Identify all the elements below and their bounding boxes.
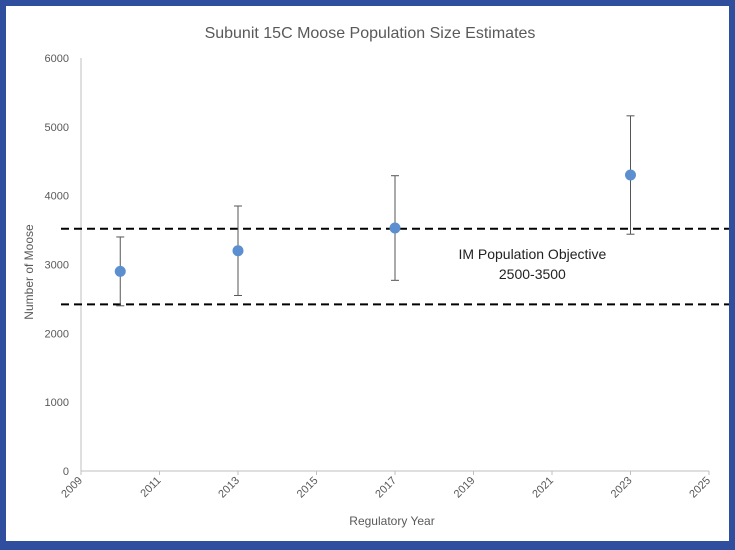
- data-point: [232, 245, 244, 257]
- y-axis-title: Number of Moose: [22, 224, 36, 320]
- x-tick-label: 2011: [138, 475, 163, 500]
- x-tick-label: 2017: [373, 475, 399, 501]
- data-point: [625, 169, 636, 181]
- reference-lines: [61, 227, 729, 306]
- data-point: [114, 265, 126, 277]
- y-tick-label: 6000: [45, 53, 69, 65]
- x-tick-label: 2009: [59, 475, 85, 501]
- x-tick-label: 2025: [687, 475, 713, 501]
- data-points: [114, 169, 636, 277]
- x-tick-label: 2015: [295, 475, 321, 501]
- y-tick-label: 0: [63, 466, 69, 478]
- data-point: [389, 222, 401, 234]
- chart-title: Subunit 15C Moose Population Size Estima…: [205, 25, 536, 42]
- y-tick-label: 2000: [45, 328, 69, 340]
- y-tick-label: 1000: [45, 397, 69, 409]
- y-tick-label: 3000: [45, 260, 69, 272]
- chart-frame: Subunit 15C Moose Population Size Estima…: [6, 6, 729, 541]
- y-tick-label: 4000: [45, 191, 69, 203]
- x-tick-label: 2019: [452, 475, 478, 501]
- objective-range-label: 2500-3500: [499, 266, 566, 282]
- x-axis-title: Regulatory Year: [349, 514, 434, 528]
- y-tick-labels: 0 1000 2000 3000 4000 5000 6000: [45, 53, 69, 478]
- objective-label: IM Population Objective: [458, 246, 606, 262]
- x-tick-label: 2013: [216, 475, 242, 501]
- chart-svg: Subunit 15C Moose Population Size Estima…: [22, 25, 729, 528]
- x-tick-label: 2021: [530, 475, 556, 501]
- x-tick-labels: 2009 2011 2013 2015 2017 2019 2021 2023 2025: [59, 471, 713, 500]
- y-tick-label: 5000: [45, 122, 69, 134]
- x-tick-label: 2023: [609, 475, 635, 501]
